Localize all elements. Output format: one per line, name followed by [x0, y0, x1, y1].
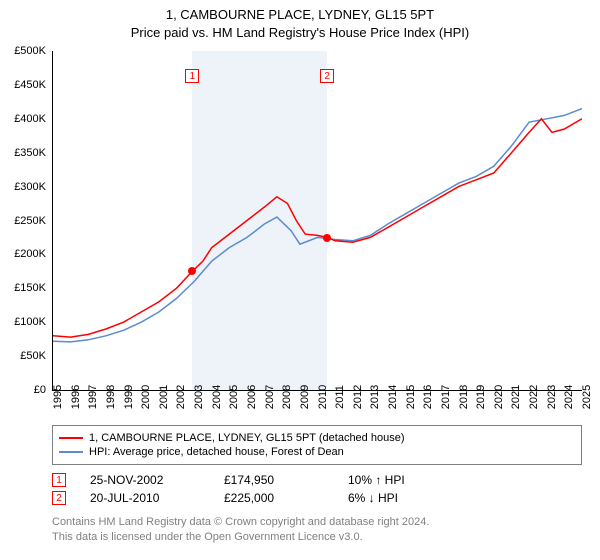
- series-line-hpi: [53, 109, 582, 342]
- y-tick-label: £150K: [14, 282, 46, 294]
- y-tick-label: £300K: [14, 181, 46, 193]
- series-line-subject: [53, 119, 582, 337]
- legend-item: 1, CAMBOURNE PLACE, LYDNEY, GL15 5PT (de…: [59, 432, 575, 444]
- x-tick-label: 2025: [581, 385, 600, 409]
- chart-title: 1, CAMBOURNE PLACE, LYDNEY, GL15 5PT: [0, 6, 600, 24]
- sale-price: £174,950: [224, 473, 324, 487]
- sale-price: £225,000: [224, 491, 324, 505]
- series-lines: [53, 51, 582, 390]
- y-tick-label: £500K: [14, 45, 46, 57]
- legend-label: 1, CAMBOURNE PLACE, LYDNEY, GL15 5PT (de…: [89, 432, 404, 444]
- chart-subtitle: Price paid vs. HM Land Registry's House …: [0, 24, 600, 42]
- chart-area: £0 £50K £100K £150K £200K £250K £300K £350K £400…: [0, 41, 600, 421]
- footer-line-1: Contains HM Land Registry data © Crown c…: [52, 515, 582, 530]
- sale-marker-dot: [188, 267, 196, 275]
- footer-attribution: Contains HM Land Registry data © Crown c…: [52, 515, 582, 545]
- sale-row-marker: 2: [52, 491, 66, 505]
- x-axis: 1995199619971998199920002001200220032004…: [52, 391, 582, 421]
- sale-marker-dot: [323, 234, 331, 242]
- y-tick-label: £450K: [14, 79, 46, 91]
- y-axis: £0£50K£100K£150K£200K£250K£300K£350K£400…: [0, 51, 50, 391]
- sale-date: 20-JUL-2010: [90, 491, 200, 505]
- plot-area: 12: [52, 51, 582, 391]
- sale-row-marker: 1: [52, 473, 66, 487]
- legend-item: HPI: Average price, detached house, Fore…: [59, 446, 575, 458]
- y-tick-label: £0: [34, 384, 46, 396]
- sale-marker-box: 1: [185, 69, 199, 83]
- y-tick-label: £50K: [20, 350, 46, 362]
- y-tick-label: £200K: [14, 248, 46, 260]
- chart-titles: 1, CAMBOURNE PLACE, LYDNEY, GL15 5PT Pri…: [0, 0, 600, 41]
- sale-marker-box: 2: [320, 69, 334, 83]
- sale-row: 2 20-JUL-2010 £225,000 6% ↓ HPI: [52, 491, 582, 505]
- sales-table: 1 25-NOV-2002 £174,950 10% ↑ HPI 2 20-JUL-201…: [52, 473, 582, 505]
- legend-label: HPI: Average price, detached house, Fore…: [89, 446, 344, 458]
- sale-date: 25-NOV-2002: [90, 473, 200, 487]
- legend: 1, CAMBOURNE PLACE, LYDNEY, GL15 5PT (de…: [52, 425, 582, 465]
- sale-hpi-delta: 10% ↑ HPI: [348, 473, 448, 487]
- y-tick-label: £100K: [14, 316, 46, 328]
- y-tick-label: £400K: [14, 113, 46, 125]
- y-tick-label: £350K: [14, 147, 46, 159]
- sale-hpi-delta: 6% ↓ HPI: [348, 491, 448, 505]
- legend-swatch: [59, 451, 83, 453]
- sale-row: 1 25-NOV-2002 £174,950 10% ↑ HPI: [52, 473, 582, 487]
- footer-line-2: This data is licensed under the Open Gov…: [52, 530, 582, 545]
- y-tick-label: £250K: [14, 215, 46, 227]
- legend-swatch: [59, 437, 83, 439]
